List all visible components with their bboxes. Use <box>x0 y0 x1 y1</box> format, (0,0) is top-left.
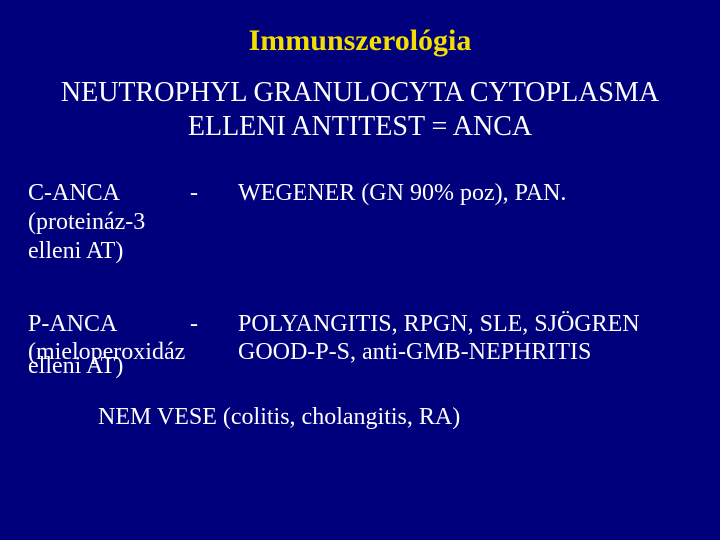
row-p-anca-right: POLYANGITIS, RPGN, SLE, SJÖGREN GOOD-P-S… <box>238 310 692 368</box>
slide-title: Immunszerológia <box>28 24 692 58</box>
slide-subtitle: NEUTROPHYL GRANULOCYTA CYTOPLASMA ELLENI… <box>28 76 692 143</box>
c-anca-label: C-ANCA <box>28 179 120 208</box>
row-c-anca-right: WEGENER (GN 90% poz), PAN. <box>238 179 692 265</box>
c-anca-desc: WEGENER (GN 90% poz), PAN. <box>238 180 566 206</box>
subtitle-line-1: NEUTROPHYL GRANULOCYTA CYTOPLASMA <box>61 77 659 108</box>
p-anca-desc-l2: GOOD-P-S, anti-GMB-NEPHRITIS <box>238 338 692 367</box>
c-anca-dash: - <box>160 179 198 208</box>
subtitle-line-2: ELLENI ANTITEST = ANCA <box>188 111 532 142</box>
row-c-anca-left: C-ANCA - (proteináz-3 elleni AT) <box>28 179 238 265</box>
slide: Immunszerológia NEUTROPHYL GRANULOCYTA C… <box>0 0 720 540</box>
p-anca-label: P-ANCA <box>28 310 117 339</box>
footer-line: NEM VESE (colitis, cholangitis, RA) <box>98 404 692 431</box>
c-anca-sub1: (proteináz-3 <box>28 208 238 237</box>
p-anca-desc-l1: POLYANGITIS, RPGN, SLE, SJÖGREN <box>238 310 692 339</box>
c-anca-sub2: elleni AT) <box>28 237 238 266</box>
row-c-anca: C-ANCA - (proteináz-3 elleni AT) WEGENER… <box>28 179 692 265</box>
p-anca-dash: - <box>160 310 198 339</box>
row-p-anca: P-ANCA - (mieloperoxidáz POLYANGITIS, RP… <box>28 310 692 368</box>
